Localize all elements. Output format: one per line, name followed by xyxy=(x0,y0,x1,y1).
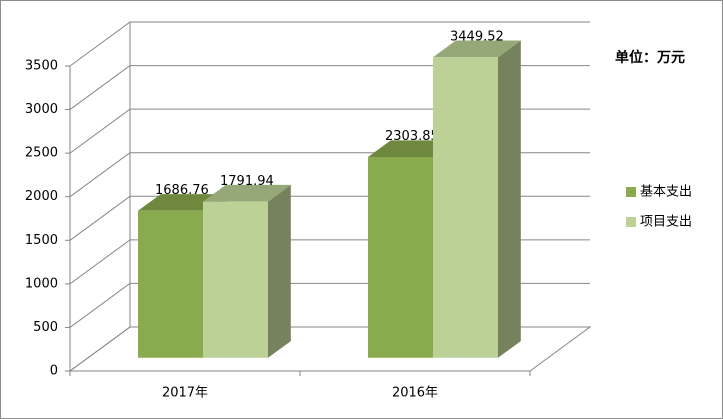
y-tick-label: 0 xyxy=(50,364,58,379)
legend-swatch xyxy=(626,217,636,227)
bar-front xyxy=(368,157,433,358)
x-tick-label: 2017年 xyxy=(162,386,208,401)
bar xyxy=(433,40,521,358)
y-tick-label: 3500 xyxy=(25,59,58,74)
unit-annotation: 单位：万元 xyxy=(615,49,685,66)
y-tick-label: 2500 xyxy=(25,146,58,161)
data-label: 1686.76 xyxy=(155,183,209,198)
y-tick-label: 500 xyxy=(33,320,58,335)
x-tick-label: 2016年 xyxy=(392,386,438,401)
bar-top xyxy=(203,184,291,202)
bar-side xyxy=(268,184,291,358)
legend-swatch xyxy=(626,187,636,197)
bar xyxy=(203,184,291,358)
data-label: 3449.52 xyxy=(450,29,504,44)
bar-side xyxy=(498,40,521,358)
y-tick-label: 1500 xyxy=(25,233,58,248)
grid-line xyxy=(69,21,590,67)
bar-top xyxy=(433,40,521,58)
y-tick-label: 2000 xyxy=(25,189,58,204)
legend-label: 项目支出 xyxy=(640,215,692,230)
bar-front xyxy=(433,57,498,358)
data-label: 1791.94 xyxy=(220,174,274,189)
legend-label: 基本支出 xyxy=(640,185,692,200)
y-tick-label: 1000 xyxy=(25,276,58,291)
bar-front xyxy=(138,210,203,358)
data-label: 2303.85 xyxy=(385,129,439,144)
bar-front xyxy=(203,201,268,358)
y-tick-label: 3000 xyxy=(25,102,58,117)
